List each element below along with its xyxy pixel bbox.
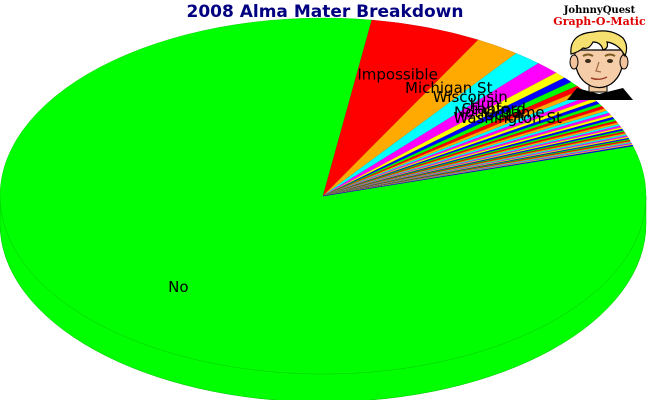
- graph-o-matic-logo: JohnnyQuest Graph-O-Matic: [549, 0, 650, 100]
- pie-label-4: Huh: [469, 95, 499, 113]
- pie-label-6: Notre Dame: [454, 103, 545, 121]
- pie-label-2: Michigan St: [405, 79, 493, 97]
- pie-label-3: Wisconsin: [433, 88, 508, 106]
- chart-title: 2008 Alma Mater Breakdown: [186, 2, 464, 22]
- pie-slice-41: [322, 144, 634, 197]
- pie-label-1: Impossible: [357, 66, 437, 84]
- pie-label-7: UCLA: [484, 106, 525, 124]
- pie-label-5: Stanford: [462, 100, 526, 118]
- cartoon-boy-face-icon: [567, 30, 633, 100]
- logo-line-2: Graph-O-Matic: [553, 15, 646, 28]
- pie-top: [0, 17, 647, 375]
- logo-line-1: JohnnyQuest: [563, 5, 636, 16]
- pie-label-8: Washington St: [454, 109, 562, 127]
- pie-label-0: No: [168, 278, 188, 296]
